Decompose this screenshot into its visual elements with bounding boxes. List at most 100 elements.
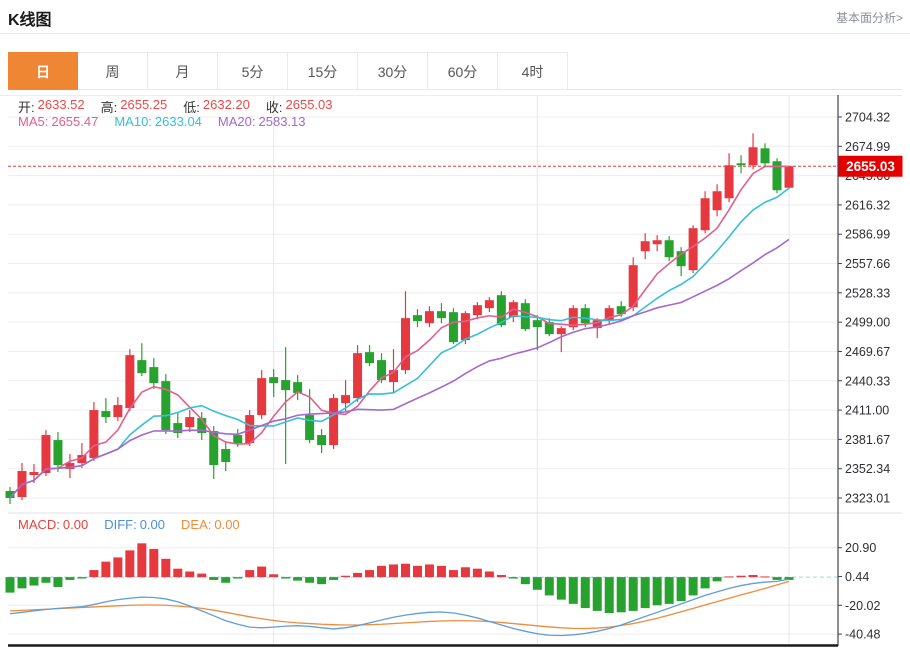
candle-body bbox=[640, 241, 650, 252]
macd-bar bbox=[281, 577, 291, 579]
axis-tick-label: 2557.66 bbox=[845, 257, 890, 271]
macd-bar bbox=[125, 550, 135, 578]
macd-bar bbox=[484, 571, 494, 578]
macd-bar bbox=[257, 566, 267, 578]
macd-bar bbox=[688, 577, 698, 596]
page-title: K线图 bbox=[8, 12, 52, 29]
candle-body bbox=[257, 378, 267, 416]
svg-text:2655.03: 2655.03 bbox=[846, 159, 895, 174]
candle-body bbox=[460, 313, 470, 341]
candle-body bbox=[329, 398, 339, 446]
tab-day[interactable]: 日 bbox=[8, 52, 78, 90]
macd-bar bbox=[305, 577, 315, 583]
candle-body bbox=[484, 300, 494, 309]
macd-bar bbox=[221, 577, 231, 583]
candle-body bbox=[496, 295, 506, 326]
candle-body bbox=[77, 455, 87, 464]
macd-bar bbox=[472, 568, 482, 578]
candle-body bbox=[65, 463, 75, 470]
macd-bar bbox=[700, 577, 710, 589]
macd-bar bbox=[544, 577, 554, 596]
axis-tick-label: 2528.33 bbox=[845, 286, 890, 300]
macd-bar bbox=[365, 570, 375, 578]
candle-body bbox=[400, 318, 410, 371]
macd-bar bbox=[29, 577, 39, 586]
candle-body bbox=[161, 381, 171, 431]
macd-bar bbox=[53, 577, 63, 587]
macd-bar bbox=[784, 577, 794, 580]
axis-tick-label: 2323.01 bbox=[845, 492, 890, 506]
axis-tick-label: 2381.67 bbox=[845, 433, 890, 447]
candle-body bbox=[149, 367, 159, 384]
dea-value-readout: DEA: 0.00 bbox=[181, 517, 240, 532]
tab-15min[interactable]: 15分 bbox=[288, 52, 358, 90]
macd-bar bbox=[772, 577, 782, 580]
candle-body bbox=[245, 415, 255, 444]
macd-bar bbox=[616, 577, 626, 613]
candle-body bbox=[424, 311, 434, 324]
axis-tick-label: -40.48 bbox=[845, 628, 880, 642]
macd-bar bbox=[496, 575, 506, 578]
tab-60min[interactable]: 60分 bbox=[428, 52, 498, 90]
period-tabbar: 日 周 月 5分 15分 30分 60分 4时 bbox=[8, 52, 902, 90]
candle-body bbox=[341, 395, 351, 404]
ma10-readout: MA10: 2633.04 bbox=[114, 114, 202, 129]
macd-bar bbox=[652, 577, 662, 606]
ohlc-readout: 开: 2633.52 高: 2655.25 低: 2632.20 收: 2655.03 bbox=[18, 97, 333, 116]
macd-bar bbox=[556, 577, 566, 600]
candle-body bbox=[221, 449, 231, 463]
close-readout: 收: 2655.03 bbox=[265, 97, 333, 115]
candle-body bbox=[532, 320, 542, 328]
macd-bar bbox=[760, 576, 770, 578]
macd-bar bbox=[233, 577, 243, 579]
tab-4hour[interactable]: 4时 bbox=[498, 52, 568, 90]
axis-tick-label: 2586.99 bbox=[845, 228, 890, 242]
macd-bar bbox=[77, 577, 87, 579]
macd-bar bbox=[197, 573, 207, 578]
axis-tick-label: 2411.00 bbox=[845, 404, 889, 418]
candle-body bbox=[305, 415, 315, 441]
macd-bar bbox=[209, 577, 219, 580]
macd-bar bbox=[628, 577, 638, 611]
axis-tick-label: 2469.67 bbox=[845, 345, 890, 359]
candle-body bbox=[748, 147, 758, 166]
axis-tick-label: -20.02 bbox=[845, 599, 880, 613]
candle-body bbox=[700, 198, 710, 231]
fundamental-analysis-link[interactable]: 基本面分析> bbox=[835, 11, 903, 25]
candle-body bbox=[604, 308, 614, 321]
macd-bar bbox=[389, 564, 399, 578]
axis-tick-label: 2440.33 bbox=[845, 374, 890, 388]
macd-histogram bbox=[5, 543, 794, 614]
macd-bar bbox=[113, 557, 123, 578]
ma10-line bbox=[9, 187, 790, 499]
macd-bar bbox=[101, 561, 111, 578]
candle-body bbox=[772, 161, 782, 191]
candle-body bbox=[544, 322, 554, 335]
axis-tick-label: 2704.32 bbox=[845, 111, 890, 125]
current-price-tag: 2655.03 bbox=[838, 155, 903, 177]
macd-bar bbox=[341, 575, 351, 578]
macd-bar bbox=[508, 577, 518, 579]
candle-body bbox=[448, 312, 458, 343]
candle-body bbox=[29, 472, 39, 476]
ma-readout: MA5: 2655.47 MA10: 2633.04 MA20: 2583.13 bbox=[18, 114, 306, 129]
macd-bar bbox=[137, 543, 147, 578]
macd-bar bbox=[436, 565, 446, 578]
axis-tick-label: 2352.34 bbox=[845, 462, 890, 476]
macd-bar bbox=[640, 577, 650, 609]
tab-30min[interactable]: 30分 bbox=[358, 52, 428, 90]
kline-chart[interactable]: 2704.322674.992645.662616.322586.992557.… bbox=[0, 95, 910, 651]
tab-5min[interactable]: 5分 bbox=[218, 52, 288, 90]
tab-week[interactable]: 周 bbox=[78, 52, 148, 90]
candle-body bbox=[412, 315, 422, 322]
macd-bar bbox=[748, 575, 758, 578]
candle-body bbox=[377, 360, 387, 381]
macd-bar bbox=[580, 577, 590, 609]
candle-body bbox=[436, 311, 446, 319]
candle-body bbox=[724, 165, 734, 199]
ma20-line bbox=[9, 238, 790, 499]
diff-value-readout: DIFF: 0.00 bbox=[104, 517, 166, 532]
tab-month[interactable]: 月 bbox=[148, 52, 218, 90]
dea-line bbox=[9, 580, 790, 630]
axis-tick-label: 0.44 bbox=[845, 570, 869, 584]
